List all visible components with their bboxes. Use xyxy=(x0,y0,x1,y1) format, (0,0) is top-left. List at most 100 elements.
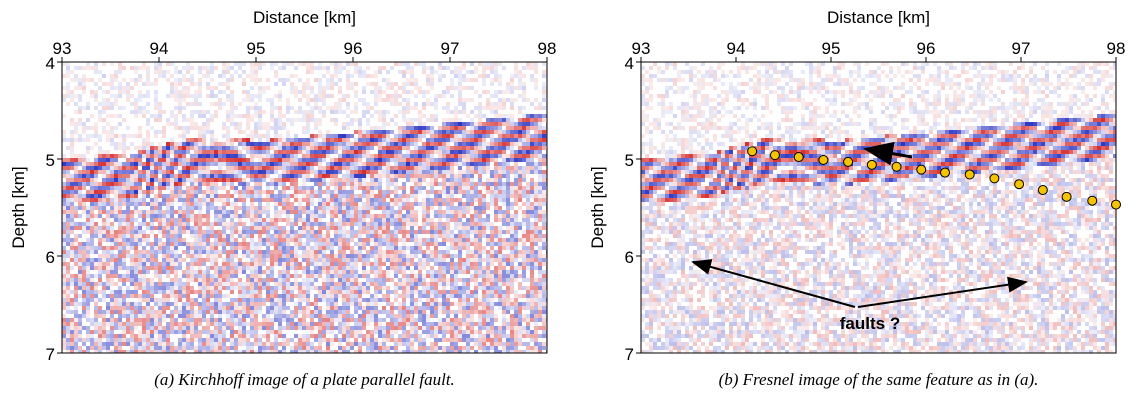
texture-cell xyxy=(250,246,254,250)
texture-cell xyxy=(386,178,390,182)
texture-cell xyxy=(154,254,158,258)
texture-cell xyxy=(458,86,462,90)
texture-cell xyxy=(538,218,542,222)
texture-cell xyxy=(154,114,158,118)
texture-cell xyxy=(410,138,414,142)
texture-cell xyxy=(86,226,90,230)
texture-cell xyxy=(206,174,210,178)
texture-cell xyxy=(486,258,490,262)
texture-cell xyxy=(110,274,114,278)
texture-cell xyxy=(390,222,394,226)
texture-cell xyxy=(426,82,430,86)
texture-cell xyxy=(534,70,538,74)
texture-cell xyxy=(422,242,426,246)
texture-cell xyxy=(162,218,166,222)
texture-cell xyxy=(206,214,210,218)
texture-cell xyxy=(250,134,254,138)
texture-cell xyxy=(418,118,422,122)
texture-cell xyxy=(142,190,146,194)
texture-cell xyxy=(514,134,518,138)
texture-cell xyxy=(418,134,422,138)
texture-cell xyxy=(314,174,318,178)
texture-cell xyxy=(470,238,474,242)
texture-cell xyxy=(494,182,498,186)
texture-cell xyxy=(494,114,498,118)
texture-cell xyxy=(466,210,470,214)
texture-cell xyxy=(498,230,502,234)
texture-cell xyxy=(158,114,162,118)
texture-cell xyxy=(446,254,450,258)
texture-cell xyxy=(446,106,450,110)
texture-cell xyxy=(366,274,370,278)
texture-cell xyxy=(178,206,182,210)
texture-cell xyxy=(174,86,178,90)
texture-cell xyxy=(186,94,190,98)
texture-cell xyxy=(462,126,466,130)
texture-cell xyxy=(174,194,178,198)
texture-cell xyxy=(410,174,414,178)
texture-cell xyxy=(230,230,234,234)
texture-cell xyxy=(378,174,382,178)
texture-cell xyxy=(90,166,94,170)
texture-cell xyxy=(398,210,402,214)
texture-cell xyxy=(234,206,238,210)
texture-cell xyxy=(142,106,146,110)
texture-cell xyxy=(454,138,458,142)
texture-cell xyxy=(62,238,66,242)
texture-cell xyxy=(126,278,130,282)
texture-cell xyxy=(322,266,326,270)
texture-cell xyxy=(138,214,142,218)
texture-cell xyxy=(358,210,362,214)
texture-cell xyxy=(534,62,538,66)
texture-cell xyxy=(142,238,146,242)
texture-cell xyxy=(510,206,514,210)
texture-cell xyxy=(394,194,398,198)
texture-cell xyxy=(442,210,446,214)
texture-cell xyxy=(114,114,118,118)
texture-cell xyxy=(418,130,422,134)
texture-cell xyxy=(262,62,266,66)
texture-cell xyxy=(406,70,410,74)
texture-cell xyxy=(470,146,474,150)
texture-cell xyxy=(218,166,222,170)
texture-cell xyxy=(146,226,150,230)
texture-cell xyxy=(326,78,330,82)
texture-cell xyxy=(318,118,322,122)
texture-cell xyxy=(522,106,526,110)
texture-cell xyxy=(318,110,322,114)
texture-cell xyxy=(466,222,470,226)
texture-cell xyxy=(442,118,446,122)
texture-cell xyxy=(518,178,522,182)
texture-cell xyxy=(62,186,66,190)
texture-cell xyxy=(146,170,150,174)
texture-cell xyxy=(430,178,434,182)
texture-cell xyxy=(342,66,346,70)
texture-cell xyxy=(354,106,358,110)
texture-cell xyxy=(162,154,166,158)
texture-cell xyxy=(334,190,338,194)
texture-cell xyxy=(370,206,374,210)
texture-cell xyxy=(450,210,454,214)
texture-cell xyxy=(146,242,150,246)
texture-cell xyxy=(158,278,162,282)
texture-cell xyxy=(454,178,458,182)
texture-cell xyxy=(82,86,86,90)
texture-cell xyxy=(362,222,366,226)
texture-cell xyxy=(266,162,270,166)
texture-cell xyxy=(354,62,358,66)
texture-cell xyxy=(526,122,530,126)
texture-cell xyxy=(534,134,538,138)
texture-cell xyxy=(154,170,158,174)
texture-cell xyxy=(526,62,530,66)
texture-cell xyxy=(330,246,334,250)
texture-cell xyxy=(170,86,174,90)
texture-cell xyxy=(174,238,178,242)
texture-cell xyxy=(514,126,518,130)
texture-cell xyxy=(298,90,302,94)
texture-cell xyxy=(470,198,474,202)
texture-cell xyxy=(470,110,474,114)
texture-cell xyxy=(102,158,106,162)
texture-cell xyxy=(394,154,398,158)
texture-cell xyxy=(450,242,454,246)
texture-cell xyxy=(406,82,410,86)
